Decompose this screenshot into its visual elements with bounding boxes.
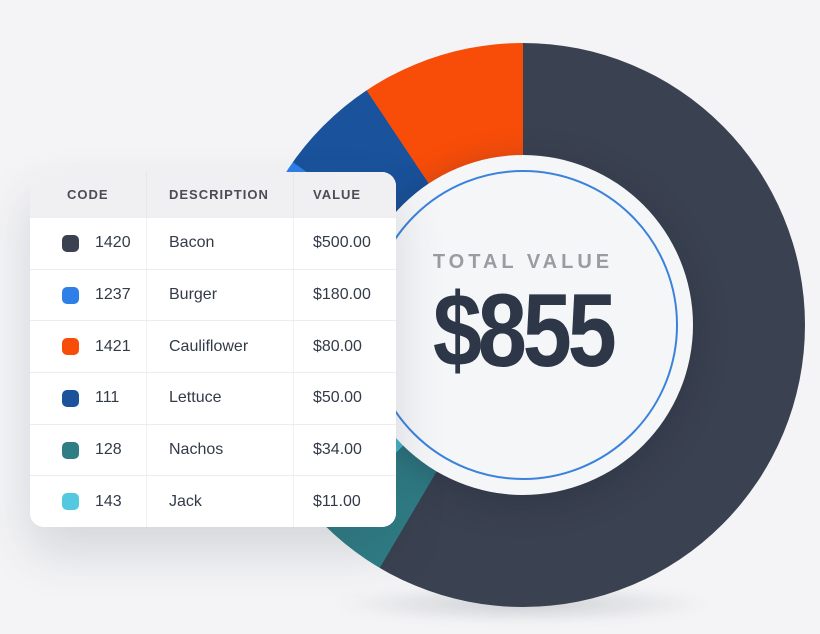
table-row: 1420 Bacon $500.00: [30, 217, 396, 269]
table-row: 143 Jack $11.00: [30, 475, 396, 527]
code-cell: 111: [30, 373, 146, 424]
table-header-row: CODE DESCRIPTION VALUE: [30, 172, 396, 217]
description-value: Jack: [146, 476, 293, 527]
code-value: 111: [95, 389, 120, 407]
code-value: 1420: [95, 234, 131, 252]
donut-chart: TOTAL VALUE $855: [241, 43, 805, 623]
description-value: Burger: [146, 269, 293, 321]
color-swatch: [62, 493, 79, 511]
column-header-description: DESCRIPTION: [146, 172, 293, 217]
code-cell: 1420: [30, 218, 146, 269]
description-value: Nachos: [146, 424, 293, 476]
table-row: 128 Nachos $34.00: [30, 423, 396, 476]
code-value: 1421: [95, 337, 131, 355]
code-value: 128: [95, 441, 122, 459]
column-header-code: CODE: [67, 187, 109, 202]
code-value: 143: [95, 492, 122, 510]
total-value-label: TOTAL VALUE: [432, 250, 614, 273]
value-amount: $11.00: [293, 476, 396, 527]
table-body: 1420 Bacon $500.00 1237 Burger $180.00 1…: [30, 217, 396, 527]
value-amount: $500.00: [293, 218, 396, 269]
legend-table-card: CODE DESCRIPTION VALUE 1420 Bacon $500.0…: [30, 172, 396, 527]
donut-center-disc: TOTAL VALUE $855: [353, 155, 693, 495]
value-amount: $180.00: [293, 269, 396, 321]
color-swatch: [62, 286, 79, 304]
code-value: 1237: [95, 286, 131, 303]
donut-center-content: TOTAL VALUE $855: [417, 250, 628, 389]
code-cell: 1421: [30, 321, 146, 372]
code-cell: 128: [30, 425, 146, 476]
color-swatch: [62, 441, 79, 459]
color-swatch: [62, 338, 79, 356]
value-amount: $34.00: [293, 424, 396, 476]
table-row: 1237 Burger $180.00: [30, 268, 396, 321]
table-row: 111 Lettuce $50.00: [30, 372, 396, 424]
value-amount: $80.00: [293, 321, 396, 373]
color-swatch: [62, 234, 79, 252]
code-cell: 143: [30, 476, 146, 527]
color-swatch: [62, 389, 79, 407]
description-value: Bacon: [146, 218, 293, 269]
total-value-amount: $855: [433, 272, 617, 389]
code-cell: 1237: [30, 270, 146, 321]
value-amount: $50.00: [293, 373, 396, 424]
description-value: Lettuce: [146, 373, 293, 424]
description-value: Cauliflower: [146, 321, 293, 373]
column-header-value: VALUE: [293, 172, 396, 217]
table-row: 1421 Cauliflower $80.00: [30, 320, 396, 373]
